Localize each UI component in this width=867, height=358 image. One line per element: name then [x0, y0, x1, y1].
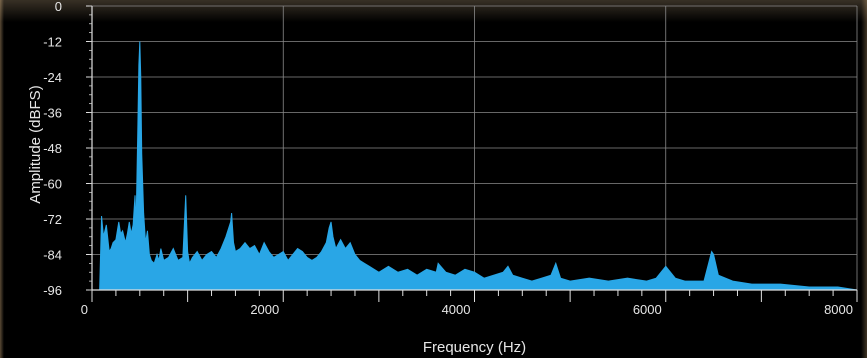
y-tick-label: -12 — [43, 35, 62, 50]
left-edge-decoration — [0, 0, 4, 358]
y-tick-label: -48 — [43, 141, 62, 156]
y-tick-label: -24 — [43, 70, 62, 85]
y-tick-label: 0 — [55, 0, 62, 14]
y-tick-label: -60 — [43, 177, 62, 192]
y-tick-label: -84 — [43, 248, 62, 263]
x-tick-label: 4000 — [442, 302, 471, 317]
x-tick-label: 2000 — [250, 302, 279, 317]
y-axis-label: Amplitude (dBFS) — [27, 85, 44, 203]
x-axis-label: Frequency (Hz) — [423, 339, 526, 356]
y-tick-label: -96 — [43, 283, 62, 298]
x-tick-label: 8000 — [824, 302, 853, 317]
y-tick-label: -36 — [43, 106, 62, 121]
grid-lines — [91, 5, 858, 291]
right-edge-decoration — [861, 0, 867, 358]
spectrum-series — [99, 41, 858, 291]
y-axis-ticks: 0 -12 -24 -36 -48 -60 -72 -84 -96 — [43, 0, 92, 298]
x-tick-label: 6000 — [633, 302, 662, 317]
x-axis-ticks: 0 2000 4000 6000 8000 — [81, 290, 858, 317]
top-glow-decoration — [0, 0, 867, 22]
y-tick-label: -72 — [43, 212, 62, 227]
x-tick-label: 0 — [81, 302, 88, 317]
